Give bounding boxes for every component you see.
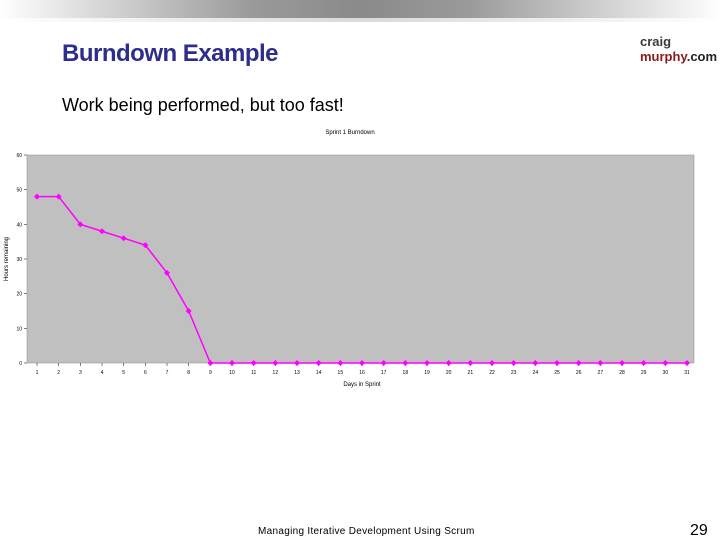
- x-tick-label: 20: [446, 370, 452, 376]
- data-point-marker: [684, 360, 690, 366]
- x-tick-label: 24: [533, 370, 539, 376]
- x-tick-label: 11: [251, 370, 256, 376]
- y-tick-label: 20: [16, 292, 22, 298]
- x-tick-label: 30: [663, 370, 669, 376]
- x-tick-label: 12: [273, 370, 279, 376]
- x-tick-label: 26: [576, 370, 582, 376]
- data-point-marker: [55, 193, 62, 200]
- slide-subtitle: Work being performed, but too fast!: [62, 95, 344, 115]
- data-point-marker: [359, 360, 365, 366]
- page-number: 29: [690, 522, 708, 539]
- data-point-marker: [510, 360, 517, 366]
- data-point-marker: [34, 193, 40, 200]
- top-gradient-bar-secondary: [0, 18, 720, 22]
- slide-title: Burndown Example: [62, 40, 279, 67]
- data-point-marker: [619, 360, 625, 366]
- x-tick-label: 15: [338, 370, 344, 376]
- x-tick-label: 3: [79, 370, 82, 376]
- x-tick-label: 2: [57, 370, 60, 376]
- y-tick-label: 0: [19, 361, 22, 367]
- x-tick-label: 8: [187, 370, 190, 376]
- chart-title: Sprint 1 Burndown: [325, 130, 374, 136]
- data-point-marker: [467, 360, 474, 366]
- data-point-marker: [315, 360, 322, 366]
- data-point-marker: [120, 235, 127, 242]
- top-gradient-bar: [0, 0, 720, 18]
- data-point-marker: [250, 360, 257, 366]
- logo-line1: craig: [640, 34, 672, 49]
- data-point-marker: [640, 360, 647, 366]
- y-tick-label: 60: [16, 153, 22, 159]
- x-tick-label: 5: [122, 370, 125, 376]
- data-point-marker: [185, 308, 192, 314]
- x-tick-label: 7: [166, 370, 169, 376]
- data-point-marker: [424, 360, 430, 366]
- data-point-marker: [99, 228, 105, 235]
- data-point-marker: [532, 360, 539, 366]
- data-point-marker: [575, 360, 582, 366]
- y-tick-label: 40: [16, 222, 22, 228]
- y-tick-label: 10: [16, 326, 22, 332]
- logo-suffix: .com: [686, 49, 718, 64]
- data-point-marker: [77, 221, 84, 228]
- data-point-marker: [380, 360, 387, 366]
- x-tick-label: 19: [424, 370, 430, 376]
- x-axis-label: Days in Sprint: [343, 382, 381, 388]
- data-point-marker: [662, 360, 669, 366]
- x-tick-label: 17: [381, 370, 387, 376]
- data-point-marker: [207, 360, 214, 366]
- y-tick-label: 50: [16, 188, 22, 194]
- x-tick-label: 6: [144, 370, 147, 376]
- data-point-marker: [554, 360, 560, 366]
- x-tick-label: 28: [619, 370, 625, 376]
- data-point-marker: [445, 360, 452, 366]
- x-tick-label: 1: [36, 370, 39, 376]
- data-point-marker: [597, 360, 604, 366]
- x-tick-label: 13: [294, 370, 300, 376]
- x-tick-label: 9: [209, 370, 212, 376]
- x-tick-label: 10: [229, 370, 235, 376]
- y-axis-label: Hours remaining: [4, 237, 10, 281]
- data-point-marker: [272, 360, 279, 366]
- x-tick-label: 23: [511, 370, 517, 376]
- x-tick-label: 4: [101, 370, 104, 376]
- x-tick-label: 25: [554, 370, 560, 376]
- x-tick-label: 22: [489, 370, 495, 376]
- x-tick-label: 29: [641, 370, 647, 376]
- slide-footer: Managing Iterative Development Using Scr…: [258, 526, 475, 537]
- data-point-marker: [337, 360, 344, 366]
- logo-line2: murphy: [640, 49, 687, 64]
- data-point-marker: [489, 360, 495, 366]
- x-tick-label: 31: [684, 370, 690, 376]
- data-point-marker: [294, 360, 300, 366]
- x-tick-label: 16: [359, 370, 365, 376]
- x-tick-label: 27: [598, 370, 604, 376]
- plot-area: [26, 154, 695, 364]
- y-tick-label: 30: [16, 257, 22, 263]
- data-point-marker: [402, 360, 409, 366]
- logo: craig murphy.com: [640, 34, 717, 64]
- x-tick-label: 14: [316, 370, 322, 376]
- data-point-marker: [142, 242, 149, 249]
- data-point-marker: [164, 269, 170, 276]
- data-point-marker: [229, 360, 235, 366]
- x-tick-label: 21: [468, 370, 474, 376]
- x-tick-label: 18: [403, 370, 409, 376]
